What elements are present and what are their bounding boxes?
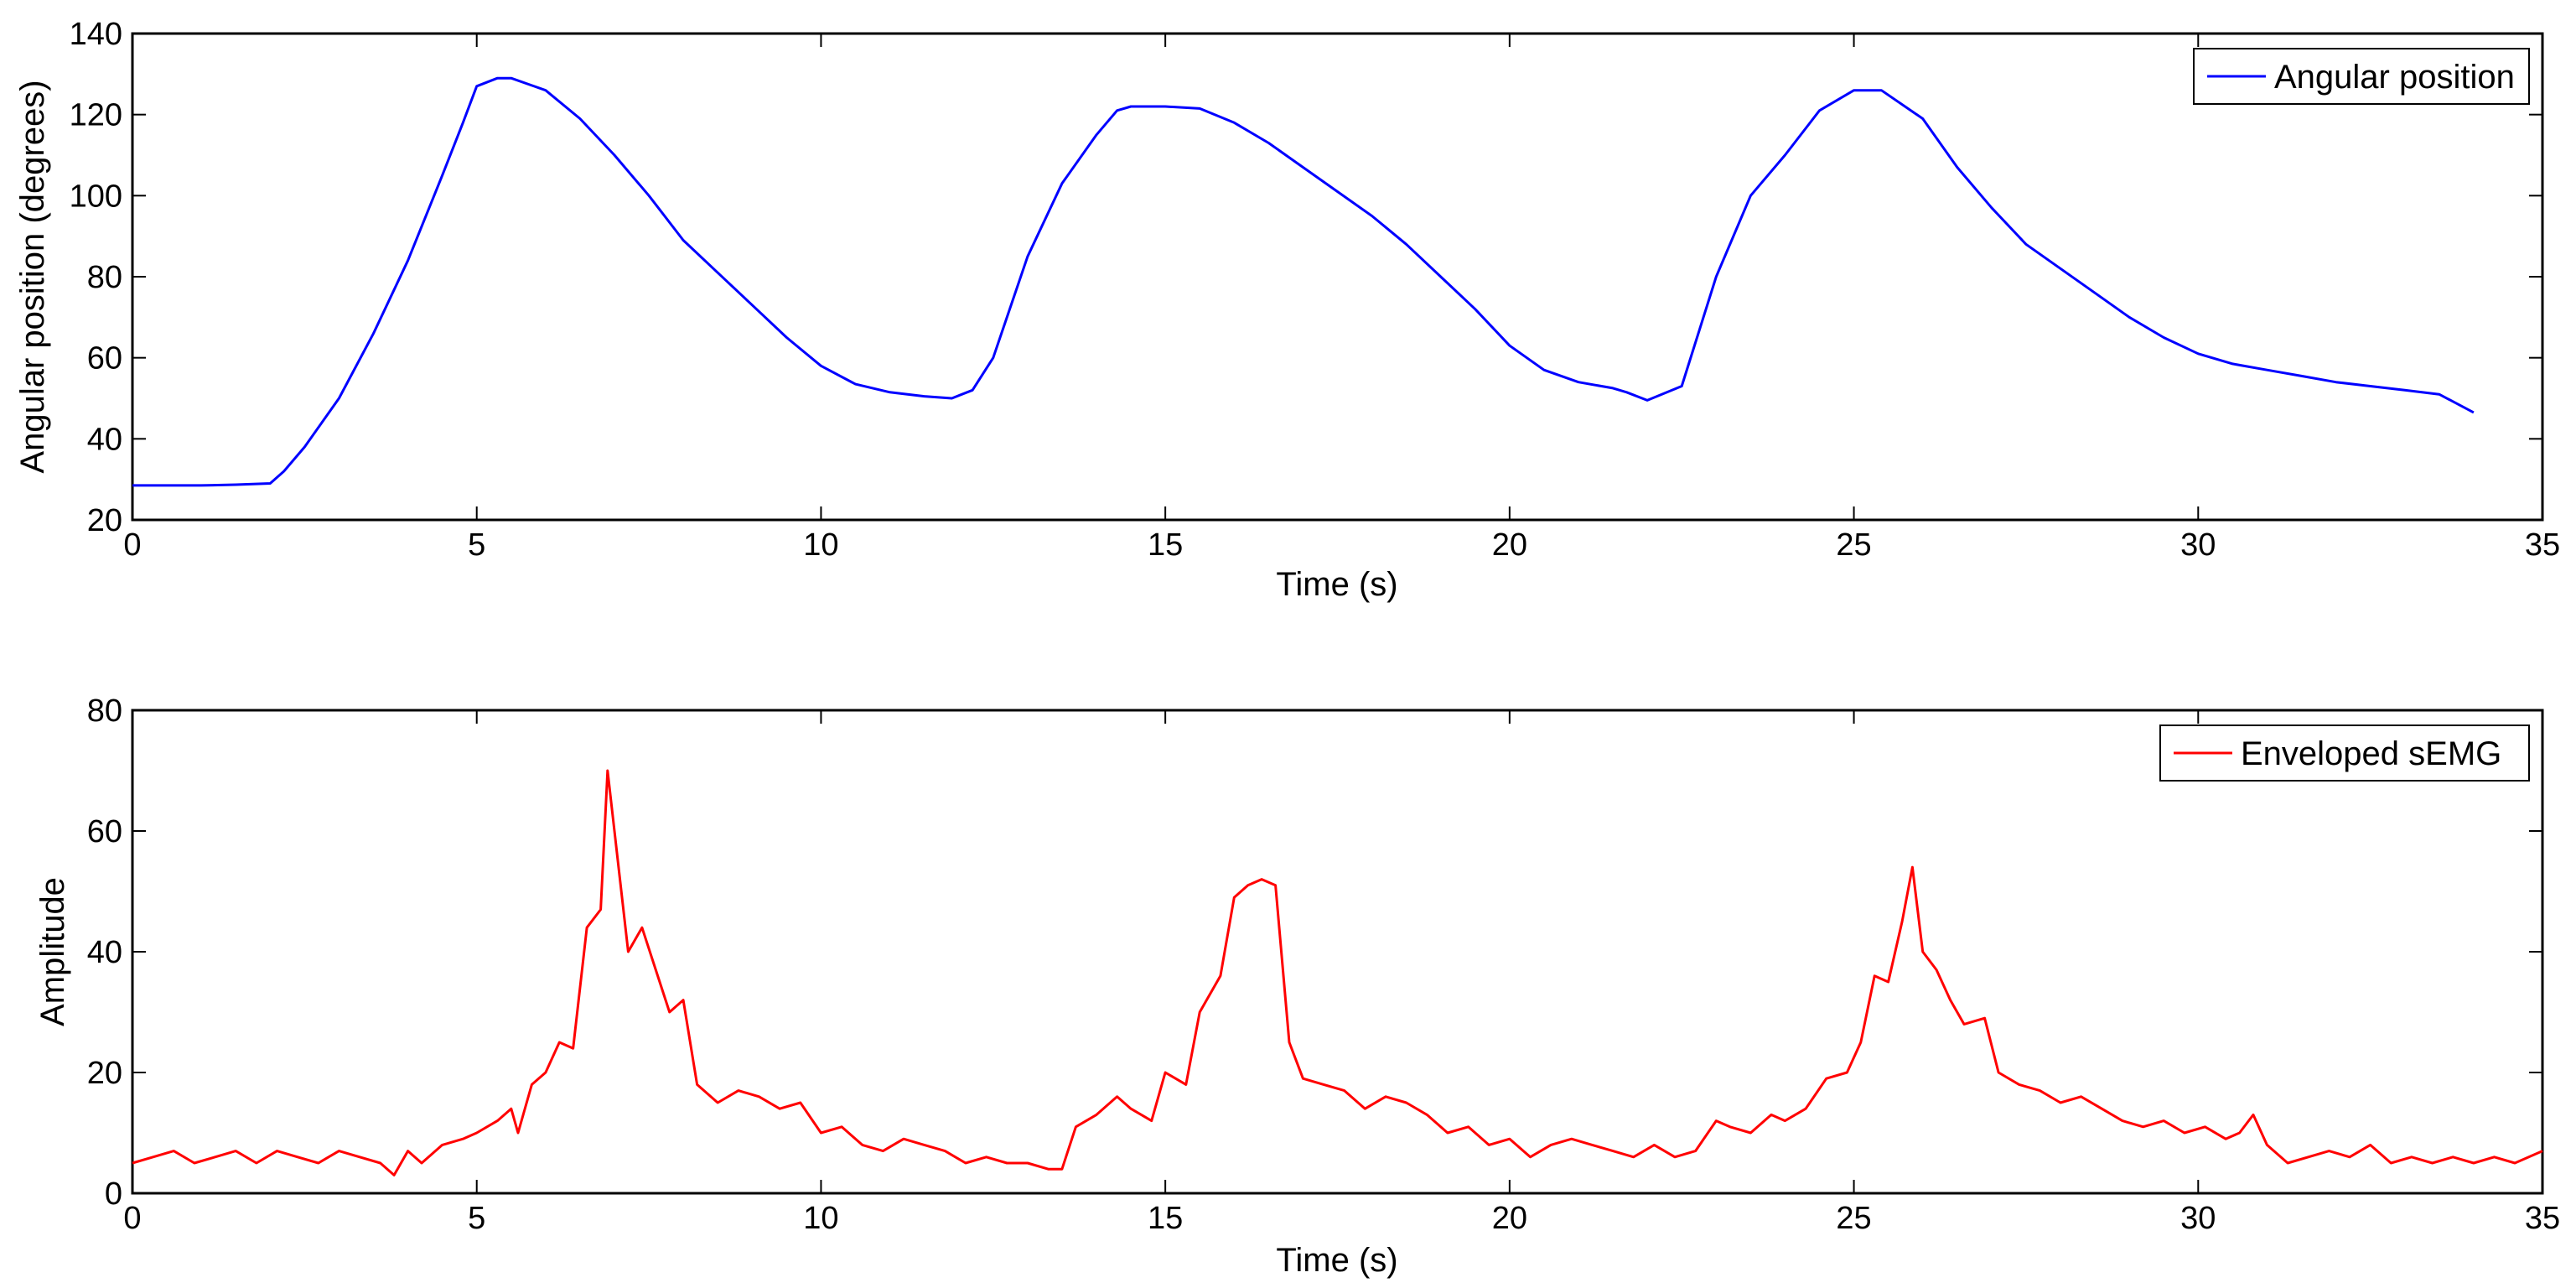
legend: Enveloped sEMG: [2159, 724, 2530, 782]
y-tick-label: 40: [87, 935, 122, 970]
x-tick-label: 15: [1148, 527, 1183, 563]
angular-position-chart: 0 5 10 15 20 25 30 35 20 40 60 80 100 120 140 Time (s)…: [14, 17, 2560, 603]
y-axis-label: Angular position (degrees): [14, 80, 51, 473]
x-tick-label: 25: [1836, 527, 1871, 563]
x-tick-label: 20: [1492, 527, 1527, 563]
series-line-0: [132, 769, 2543, 1176]
x-tick-label: 35: [2525, 1201, 2560, 1236]
x-tick-label: 10: [803, 1201, 838, 1236]
x-axis-label: Time (s): [1276, 1242, 1397, 1279]
y-tick-label: 60: [87, 814, 122, 849]
y-tick-label: 140: [70, 17, 122, 52]
legend: Angular position: [2193, 48, 2530, 105]
y-tick-label: 20: [87, 1056, 122, 1091]
x-axis-label: Time (s): [1276, 566, 1397, 603]
y-tick-label: 60: [87, 341, 122, 377]
x-tick-label: 5: [468, 1201, 485, 1236]
y-tick-label: 80: [87, 693, 122, 729]
x-tick-label: 15: [1148, 1201, 1183, 1236]
y-axis-label: Amplitude: [34, 877, 71, 1026]
y-tick-label: 100: [70, 179, 122, 214]
y-tick-label: 80: [87, 260, 122, 295]
x-tick-label: 25: [1836, 1201, 1871, 1236]
y-tick-label: 20: [87, 503, 122, 538]
x-tick-label: 20: [1492, 1201, 1527, 1236]
y-tick-label: 120: [70, 98, 122, 133]
x-tick-label: 10: [803, 527, 838, 563]
legend-label-angular-position: Angular position: [2274, 59, 2515, 96]
enveloped-semg-chart: 0 5 10 15 20 25 30 35 0 20 40 60 80 Time (s) Amplitu…: [34, 693, 2560, 1279]
plot-area-frame: [131, 709, 2544, 1195]
x-tick-label: 5: [468, 527, 485, 563]
x-tick-label: 35: [2525, 527, 2560, 563]
x-tick-label: 30: [2180, 1201, 2216, 1236]
legend-label-enveloped-semg: Enveloped sEMG: [2241, 735, 2501, 772]
x-tick-label: 0: [123, 1201, 141, 1236]
plot-area-frame: [131, 32, 2544, 522]
y-tick-label: 0: [105, 1176, 122, 1212]
x-tick-label: 30: [2180, 527, 2216, 563]
y-tick-label: 40: [87, 422, 122, 457]
series-line-0: [132, 76, 2475, 487]
x-tick-label: 0: [123, 527, 141, 563]
